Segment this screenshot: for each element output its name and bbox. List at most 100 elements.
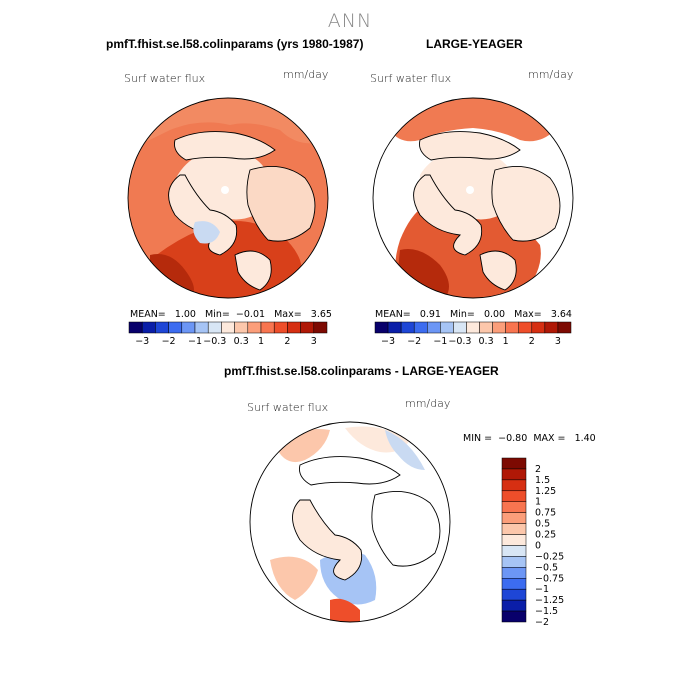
colorbar-1-swatch bbox=[155, 321, 169, 334]
colorbar-3: 21.51.2510.750.50.250−0.25−0.5−0.75−1−1.… bbox=[501, 457, 564, 628]
colorbar-2-swatch bbox=[518, 321, 533, 334]
colorbar-3-swatch bbox=[501, 457, 527, 470]
colorbar-3-tick-label: 0.25 bbox=[535, 530, 556, 541]
colorbar-2-swatch bbox=[440, 321, 454, 334]
colorbar-3-swatch bbox=[501, 534, 527, 546]
colorbar-1-tick-label: −1 bbox=[188, 336, 202, 347]
map-3 bbox=[250, 422, 450, 622]
colorbar-2-swatch bbox=[400, 321, 415, 334]
colorbar-3-swatch bbox=[501, 578, 527, 590]
colorbar-1-swatch bbox=[287, 321, 301, 334]
colorbar-1-swatch bbox=[128, 321, 143, 334]
colorbar-1-swatch bbox=[273, 321, 288, 334]
colorbar-3-tick-label: 0 bbox=[535, 540, 541, 551]
colorbar-3-tick-label: 0.5 bbox=[535, 519, 550, 530]
colorbar-3-tick-label: −1 bbox=[535, 584, 549, 595]
panel-1-variable: Surf water flux bbox=[124, 72, 206, 85]
map-1-scandinavia bbox=[234, 250, 272, 291]
colorbar-2-tick-label: 0.3 bbox=[479, 336, 494, 347]
colorbar-2-tick-label: −0.3 bbox=[448, 336, 471, 347]
colorbar-3-swatch bbox=[501, 599, 527, 612]
colorbar-2-swatch bbox=[453, 321, 467, 334]
colorbar-3-tick-label: −0.75 bbox=[535, 573, 564, 584]
map-2 bbox=[373, 98, 573, 298]
colorbar-3-tick-label: 1.5 bbox=[535, 475, 550, 486]
colorbar-3-tick-label: −2 bbox=[535, 617, 549, 628]
colorbar-1: −3 −2 −1 −0.3 0.3 1 2 3 bbox=[128, 321, 328, 347]
panel-1-stats: MEAN= 1.00 Min= −0.01 Max= 3.65 bbox=[130, 309, 332, 320]
colorbar-2-swatch bbox=[387, 321, 402, 334]
colorbar-1-tick-label: −0.3 bbox=[203, 336, 226, 347]
map-1-pole bbox=[221, 186, 229, 194]
map-3-pole bbox=[346, 514, 354, 522]
season-title: ANN bbox=[327, 10, 373, 32]
colorbar-1-swatch bbox=[168, 321, 183, 334]
colorbar-2-swatch bbox=[492, 321, 506, 334]
panel-3-stats: MIN = −0.80 MAX = 1.40 bbox=[463, 433, 596, 444]
map-3-neg-anom-ne bbox=[385, 430, 425, 470]
colorbar-3-swatch bbox=[501, 567, 527, 579]
colorbar-1-swatch bbox=[300, 321, 315, 334]
colorbar-3-swatch bbox=[501, 501, 527, 513]
panel-2-stats: MEAN= 0.91 Min= 0.00 Max= 3.64 bbox=[375, 309, 572, 320]
map-3-strong-pos-anom bbox=[330, 598, 360, 622]
colorbar-3-swatch bbox=[501, 523, 527, 535]
map-1 bbox=[128, 98, 328, 298]
map-3-siberia bbox=[299, 456, 401, 486]
map-2-siberia bbox=[419, 131, 521, 161]
colorbar-2-swatch bbox=[557, 321, 572, 334]
colorbar-3-swatch bbox=[501, 512, 527, 524]
colorbar-2-swatch bbox=[544, 321, 559, 334]
colorbar-1-tick-label: −2 bbox=[162, 336, 176, 347]
colorbar-3-tick-label: −0.5 bbox=[535, 562, 558, 573]
map-3-border bbox=[249, 421, 451, 623]
colorbar-3-swatch bbox=[501, 610, 527, 623]
panel-1-units: mm/day bbox=[283, 68, 329, 81]
colorbar-1-swatch bbox=[313, 321, 328, 334]
colorbar-2: −3 −2 −1 −0.3 0.3 1 2 3 bbox=[374, 321, 572, 347]
colorbar-2-swatch bbox=[531, 321, 546, 334]
panel-3-units: mm/day bbox=[405, 397, 451, 410]
colorbar-1-swatch bbox=[181, 321, 196, 334]
colorbar-3-tick-label: −1.5 bbox=[535, 606, 558, 617]
map-1-siberia bbox=[174, 131, 276, 161]
colorbar-3-swatch bbox=[501, 556, 527, 568]
map-2-greenland bbox=[491, 165, 561, 242]
colorbar-3-swatch bbox=[501, 468, 527, 481]
colorbar-2-tick-label: −1 bbox=[433, 336, 447, 347]
panel-3-title: pmfT.fhist.se.l58.colinparams - LARGE-YE… bbox=[224, 364, 499, 378]
colorbar-3-tick-label: 2 bbox=[535, 464, 541, 475]
colorbar-3-swatch bbox=[501, 479, 527, 492]
colorbar-2-swatch bbox=[479, 321, 493, 334]
map-1-blue-patch bbox=[193, 221, 220, 244]
colorbar-2-tick-label: 3 bbox=[555, 336, 561, 347]
colorbar-1-tick-label: −3 bbox=[135, 336, 149, 347]
map-2-canada bbox=[413, 174, 483, 256]
map-1-canada bbox=[168, 174, 238, 256]
colorbar-2-swatch bbox=[505, 321, 519, 334]
colorbar-2-swatch bbox=[374, 321, 389, 334]
colorbar-2-tick-label: −2 bbox=[407, 336, 421, 347]
colorbar-1-swatch bbox=[247, 321, 262, 334]
colorbar-3-tick-label: 1.25 bbox=[535, 486, 556, 497]
panel-3-variable: Surf water flux bbox=[247, 401, 329, 414]
panel-2-title: LARGE-YEAGER bbox=[426, 37, 523, 51]
colorbar-1-swatch bbox=[234, 321, 249, 334]
colorbar-2-tick-label: 1 bbox=[503, 336, 509, 347]
colorbar-1-swatch bbox=[221, 321, 235, 334]
colorbar-1-tick-label: 0.3 bbox=[234, 336, 249, 347]
colorbar-3-swatch bbox=[501, 490, 527, 502]
map-3-pos-anom-sw bbox=[270, 556, 318, 600]
colorbar-1-swatch bbox=[194, 321, 209, 334]
colorbar-2-swatch bbox=[413, 321, 428, 334]
colorbar-3-tick-label: 1 bbox=[535, 497, 541, 508]
map-1-greenland bbox=[246, 165, 316, 242]
colorbar-1-tick-label: 3 bbox=[311, 336, 317, 347]
colorbar-1-swatch bbox=[141, 321, 156, 334]
panel-1-title: pmfT.fhist.se.l58.colinparams (yrs 1980-… bbox=[106, 37, 364, 51]
colorbar-3-swatch bbox=[501, 588, 527, 601]
colorbar-3-swatch bbox=[501, 545, 527, 557]
colorbar-2-swatch bbox=[427, 321, 441, 334]
colorbar-1-swatch bbox=[207, 321, 222, 334]
